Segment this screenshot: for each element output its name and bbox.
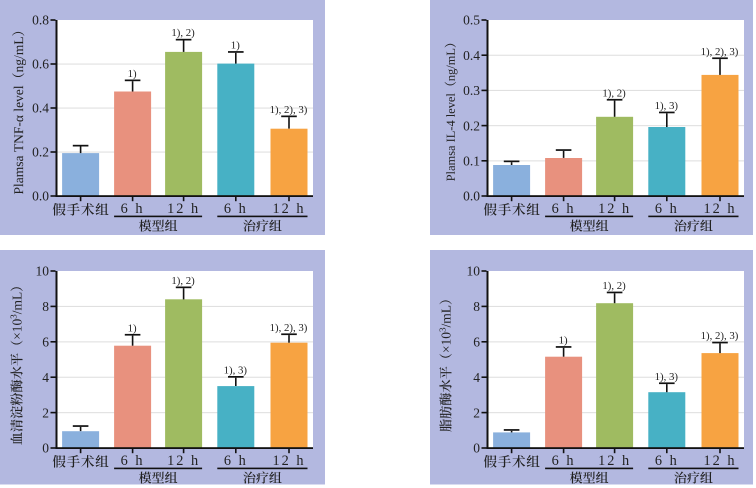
svg-text:6: 6 (42, 335, 49, 350)
svg-text:0.2: 0.2 (463, 118, 480, 133)
svg-text:2: 2 (473, 405, 480, 420)
svg-text:1): 1) (231, 40, 240, 52)
svg-text:0.4: 0.4 (463, 48, 480, 63)
svg-text:12 h: 12 h (598, 201, 631, 217)
svg-text:6 h: 6 h (224, 201, 248, 217)
svg-text:0: 0 (42, 441, 49, 456)
svg-text:6 h: 6 h (224, 453, 248, 469)
svg-text:0.3: 0.3 (463, 83, 480, 98)
svg-text:12 h: 12 h (167, 201, 200, 217)
svg-text:8: 8 (42, 299, 49, 314)
svg-text:1), 2), 3): 1), 2), 3) (701, 46, 739, 58)
svg-text:0.1: 0.1 (463, 154, 480, 169)
svg-text:1), 2): 1), 2) (602, 280, 626, 292)
svg-text:6 h: 6 h (121, 201, 145, 217)
svg-text:1), 3): 1), 3) (224, 364, 248, 376)
svg-text:6 h: 6 h (655, 453, 679, 469)
svg-text:6 h: 6 h (121, 453, 145, 469)
svg-text:6 h: 6 h (655, 201, 679, 217)
svg-text:0.2: 0.2 (32, 145, 49, 160)
svg-text:12 h: 12 h (703, 453, 736, 469)
svg-text:1), 3): 1), 3) (655, 100, 679, 112)
svg-text:1), 2): 1), 2) (171, 275, 195, 287)
svg-text:4: 4 (42, 370, 49, 385)
svg-text:1): 1) (128, 322, 137, 334)
svg-text:8: 8 (473, 299, 480, 314)
svg-text:1), 3): 1), 3) (655, 371, 679, 383)
svg-text:12 h: 12 h (598, 453, 631, 469)
svg-text:0.0: 0.0 (463, 189, 480, 204)
svg-text:12 h: 12 h (703, 201, 736, 217)
svg-text:12 h: 12 h (272, 201, 305, 217)
svg-text:12 h: 12 h (167, 453, 200, 469)
svg-text:1), 2), 3): 1), 2), 3) (701, 330, 739, 342)
svg-text:1), 2): 1), 2) (602, 87, 626, 99)
svg-text:4: 4 (473, 370, 480, 385)
svg-text:0.8: 0.8 (32, 13, 49, 28)
svg-text:1), 2), 3): 1), 2), 3) (270, 104, 308, 116)
svg-text:12 h: 12 h (272, 453, 305, 469)
svg-text:6: 6 (473, 335, 480, 350)
svg-text:6 h: 6 h (552, 201, 576, 217)
svg-text:2: 2 (42, 405, 49, 420)
svg-text:10: 10 (36, 264, 50, 279)
svg-text:1), 2), 3): 1), 2), 3) (270, 322, 308, 334)
svg-text:0.0: 0.0 (32, 189, 49, 204)
svg-text:0: 0 (473, 441, 480, 456)
svg-text:0.6: 0.6 (32, 57, 49, 72)
svg-text:0.4: 0.4 (32, 101, 49, 116)
svg-text:0.5: 0.5 (463, 13, 480, 28)
svg-text:1), 2): 1), 2) (171, 27, 195, 39)
svg-text:10: 10 (467, 264, 481, 279)
svg-text:1): 1) (559, 335, 568, 347)
svg-text:6 h: 6 h (552, 453, 576, 469)
svg-text:1): 1) (128, 68, 137, 80)
